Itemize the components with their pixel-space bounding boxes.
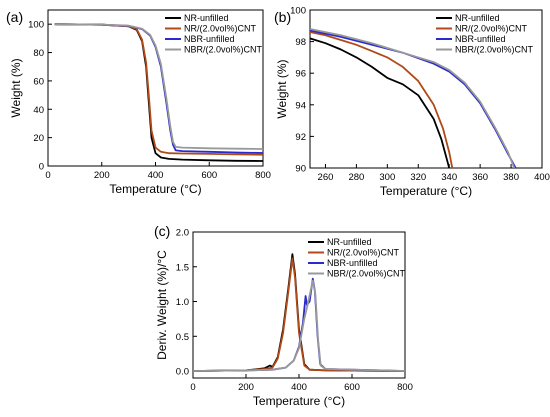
y-tick-label: 92	[295, 132, 306, 143]
y-tick-label: 40	[33, 105, 44, 116]
legend-label-3: NBR-unfilled	[455, 34, 506, 44]
y-tick-label: 2.0	[176, 228, 189, 239]
chart-panel-2: 260 280 300 320 340 360 380 400 90 92 94 96 98 100 Tem…	[274, 6, 550, 199]
y-tick-label: 96	[295, 69, 306, 80]
series-line-4	[193, 279, 405, 372]
series-line-4	[54, 23, 263, 150]
legend-label-2: NR/(2.0vol%)CNT	[184, 24, 257, 34]
legend-label-2: NR/(2.0vol%)CNT	[455, 24, 528, 34]
series-line-1	[310, 37, 451, 168]
y-tick-label: 1.0	[176, 297, 189, 308]
panel-label: (a)	[6, 9, 23, 25]
x-tick-label: 280	[348, 172, 364, 183]
y-tick-label: 100	[28, 20, 44, 31]
panel-label: (b)	[274, 9, 291, 25]
x-axis-label: Temperature (°C)	[109, 182, 201, 196]
x-tick-label: 260	[318, 172, 334, 183]
y-tick-label: 0.0	[176, 367, 189, 378]
x-tick-label: 0	[190, 382, 195, 393]
legend-label-3: NBR-unfilled	[184, 34, 235, 44]
x-tick-label: 800	[255, 170, 271, 181]
x-tick-label: 600	[344, 382, 360, 393]
y-axis-label: Deriv. Weight (%)/°C	[155, 250, 169, 360]
y-tick-label: 94	[295, 100, 306, 111]
legend-label-1: NR-unfilled	[327, 237, 372, 247]
x-tick-label: 200	[94, 170, 110, 181]
y-tick-label: 98	[295, 37, 306, 48]
legend-label-2: NR/(2.0vol%)CNT	[327, 248, 400, 258]
y-tick-label: 1.5	[176, 262, 189, 273]
x-tick-label: 380	[503, 172, 519, 183]
x-tick-label: 600	[201, 170, 217, 181]
y-axis-label: Weight (%)	[275, 59, 289, 118]
y-axis-label: Weight (%)	[9, 58, 23, 117]
x-tick-label: 300	[379, 172, 395, 183]
legend-label-4: NBR/(2.0vol%)CNT	[184, 45, 263, 55]
x-tick-label: 340	[441, 172, 457, 183]
x-tick-label: 400	[291, 382, 307, 393]
y-tick-label: 60	[33, 76, 44, 87]
x-tick-label: 400	[148, 170, 164, 181]
y-tick-label: 0.5	[176, 332, 189, 343]
legend-label-3: NBR-unfilled	[327, 258, 378, 268]
series-line-2	[310, 31, 454, 168]
x-tick-label: 200	[238, 382, 254, 393]
panel-label: (c)	[154, 223, 170, 239]
series-line-2	[193, 257, 405, 372]
x-tick-label: 0	[45, 170, 50, 181]
x-axis-label: Temperature (°C)	[380, 184, 472, 198]
y-tick-label: 0	[39, 162, 44, 173]
y-tick-label: 90	[295, 164, 306, 175]
x-tick-label: 360	[472, 172, 488, 183]
y-tick-label: 80	[33, 48, 44, 59]
legend-label-4: NBR/(2.0vol%)CNT	[327, 269, 406, 279]
legend-label-1: NR-unfilled	[184, 13, 229, 23]
series-line-4	[310, 28, 516, 168]
y-tick-label: 100	[290, 6, 306, 17]
chart-panel-1: 0 200 400 600 800 0 20 40 60 80 100 Temperature (°C…	[6, 9, 271, 196]
legend-label-4: NBR/(2.0vol%)CNT	[455, 45, 534, 55]
x-tick-label: 800	[397, 382, 413, 393]
x-tick-label: 400	[534, 172, 550, 183]
x-axis-label: Temperature (°C)	[253, 394, 345, 408]
y-tick-label: 20	[33, 133, 44, 144]
x-tick-label: 320	[410, 172, 426, 183]
plot-frame	[309, 9, 543, 169]
legend-label-1: NR-unfilled	[455, 13, 500, 23]
chart-panel-3: 0 200 400 600 800 0.0 0.5 1.0 1.5 2.0 Temperature …	[154, 223, 413, 408]
